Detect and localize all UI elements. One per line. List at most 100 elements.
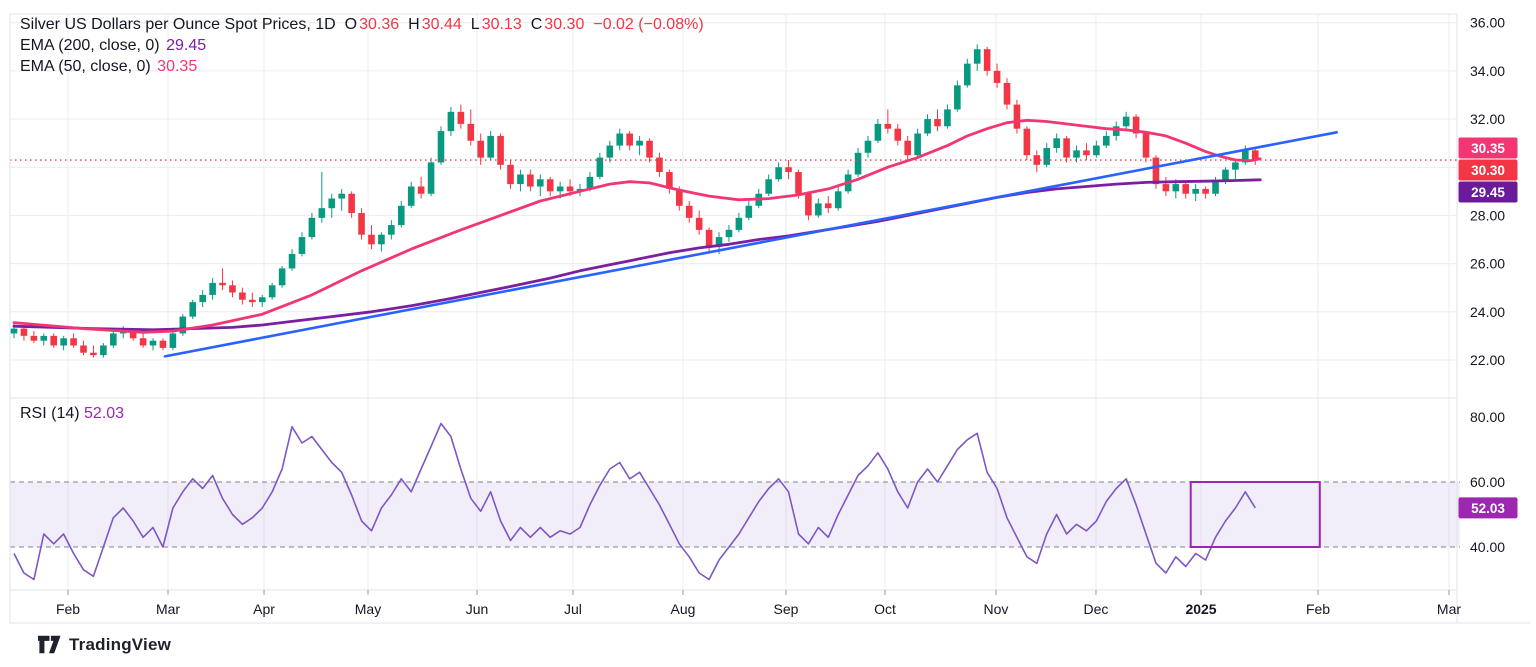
high-label: H (408, 16, 420, 33)
candle (973, 49, 981, 64)
candle (864, 140, 872, 153)
close-value: 30.30 (544, 16, 585, 33)
rsi-pill (1458, 497, 1518, 519)
candle (1212, 181, 1219, 194)
candle (80, 345, 87, 353)
candle (676, 188, 683, 206)
candle (1152, 157, 1160, 185)
rsi-tick-label: 60.00 (1470, 474, 1505, 490)
candle (685, 205, 693, 218)
candle (348, 193, 355, 214)
price-tick-label: 28.00 (1470, 207, 1505, 223)
rsi-value: 52.03 (84, 405, 125, 422)
candle (467, 123, 475, 141)
candle (30, 335, 38, 341)
candle (517, 174, 524, 185)
tradingview-footer: TradingView (38, 635, 171, 655)
candle (745, 205, 753, 218)
candle (70, 338, 77, 346)
ema200-value: 29.45 (166, 37, 207, 54)
month-label: Jun (466, 601, 489, 617)
candle (884, 123, 892, 129)
candle (318, 208, 326, 218)
candle (606, 145, 614, 158)
candle (427, 162, 435, 194)
price-pill (1458, 181, 1518, 203)
rsi-tick-label: 40.00 (1470, 539, 1505, 555)
candle (834, 191, 842, 209)
candle (904, 140, 911, 156)
legend-row-ema200: EMA (200, close, 0) 29.45 (20, 35, 704, 56)
candle (487, 135, 494, 158)
candle (963, 63, 971, 86)
candle (219, 282, 226, 286)
candle (715, 237, 723, 247)
month-label: Mar (1437, 601, 1461, 617)
candle (805, 193, 812, 216)
candle (983, 49, 991, 71)
low-value: 30.13 (481, 16, 522, 33)
candle (894, 128, 902, 141)
rsi-label: RSI (14) (20, 405, 80, 422)
month-label: Feb (1306, 601, 1330, 617)
candle (646, 140, 653, 158)
price-tick-label: 26.00 (1470, 256, 1505, 272)
candle (358, 213, 365, 235)
candle (1182, 184, 1190, 194)
candle (924, 119, 931, 134)
month-label: Sep (773, 601, 798, 617)
candle (1033, 155, 1041, 165)
open-label: O (344, 16, 358, 33)
candle (944, 109, 951, 127)
candle (1202, 188, 1209, 194)
candle (1222, 169, 1229, 182)
candle (407, 186, 415, 206)
candle (397, 205, 405, 226)
candle (556, 186, 564, 192)
candle (1013, 104, 1021, 129)
candle (1053, 138, 1060, 148)
candle (149, 340, 157, 346)
price-tick-label: 34.00 (1470, 63, 1505, 79)
candle (815, 203, 822, 216)
candle (90, 352, 97, 356)
candle (1172, 184, 1180, 192)
candle (1162, 184, 1170, 192)
candle (824, 203, 832, 209)
price-pill-value: 29.45 (1471, 185, 1505, 200)
candle (239, 292, 246, 300)
candle (447, 111, 455, 132)
open-value: 30.36 (359, 16, 400, 33)
candle (566, 186, 574, 192)
candle (50, 335, 58, 346)
rsi-tick-label: 80.00 (1470, 409, 1505, 425)
price-tick-label: 36.00 (1470, 15, 1505, 31)
candle (1192, 188, 1199, 194)
candle (497, 135, 504, 165)
candle (527, 174, 534, 187)
candle (169, 333, 177, 348)
candle (249, 299, 256, 303)
candle (785, 167, 792, 173)
candle (278, 268, 286, 286)
candle (378, 234, 385, 245)
candle (765, 179, 772, 194)
candle (1251, 150, 1259, 161)
candle (795, 172, 802, 194)
candle (60, 338, 67, 346)
trendline (163, 131, 1338, 358)
rsi-band (10, 482, 1460, 547)
price-tick-label: 24.00 (1470, 304, 1505, 320)
price-tick-label: 32.00 (1470, 111, 1505, 127)
candle (437, 131, 445, 163)
candle (1112, 126, 1120, 136)
candle (507, 164, 514, 185)
legend-row-ema50: EMA (50, close, 0) 30.35 (20, 56, 704, 77)
candle (725, 229, 733, 238)
candle (1083, 150, 1090, 156)
candle (1142, 133, 1150, 158)
symbol-legend: Silver US Dollars per Ounce Spot Prices,… (20, 14, 704, 77)
candle (1043, 147, 1051, 165)
